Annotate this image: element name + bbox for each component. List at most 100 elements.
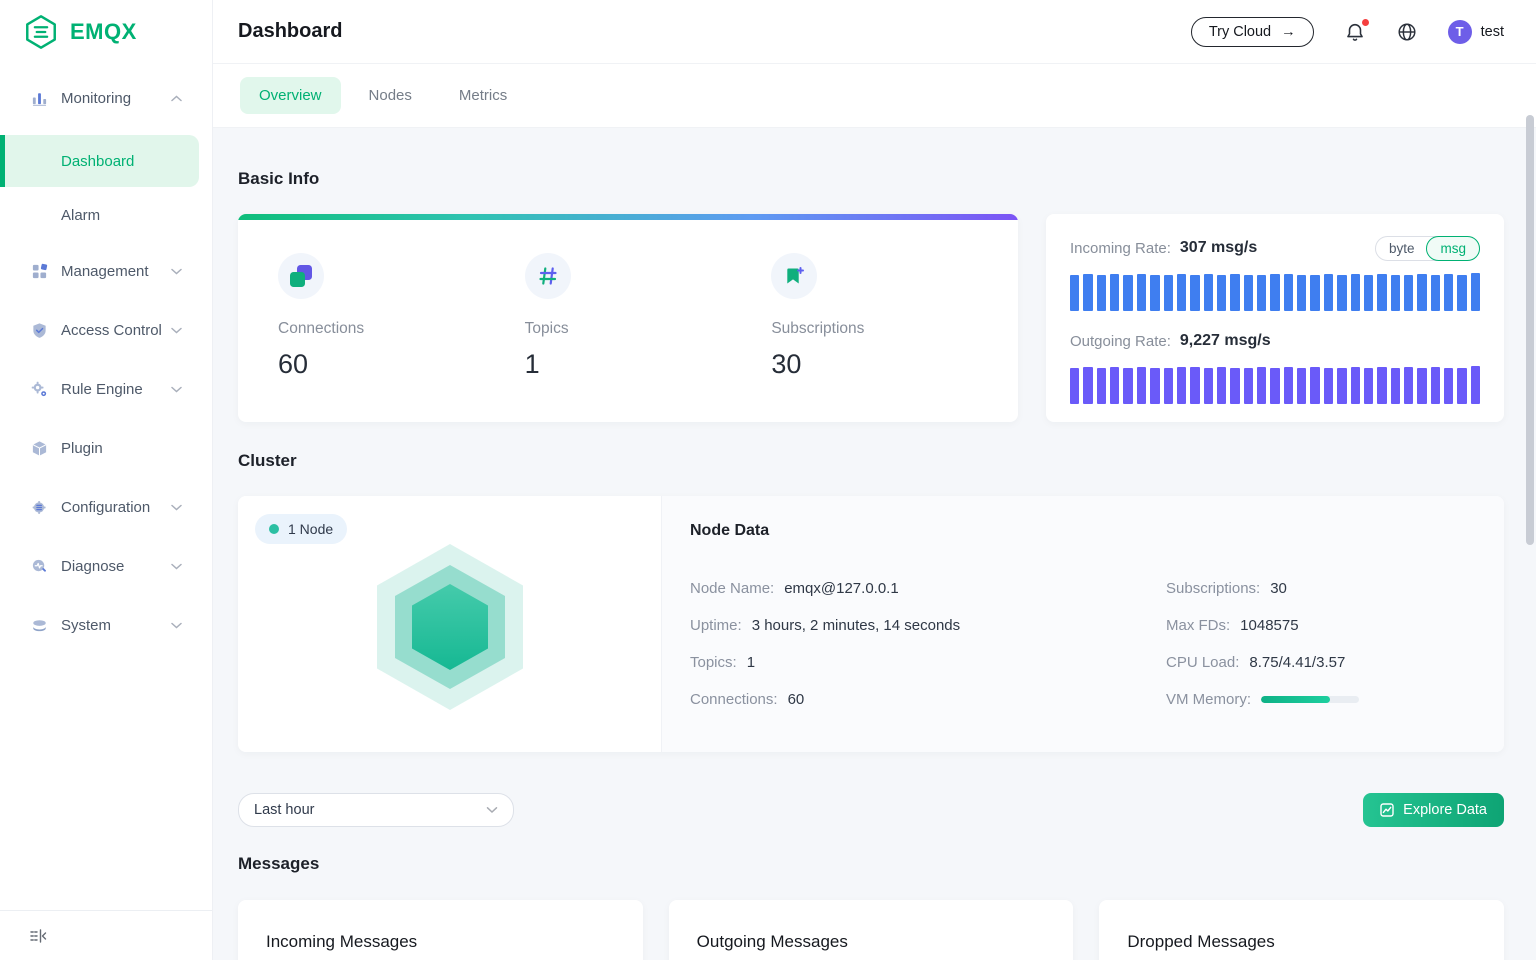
- stat-label: Subscriptions: [771, 320, 865, 337]
- stat-value: 1: [524, 349, 540, 379]
- hash-icon: [524, 253, 571, 299]
- field-max-fds: Max FDs: 1048575: [1166, 617, 1299, 634]
- outgoing-rate-bars: [1070, 366, 1481, 404]
- outgoing-rate-label: Outgoing Rate:: [1070, 332, 1171, 350]
- try-cloud-button[interactable]: Try Cloud →: [1190, 16, 1314, 47]
- dropped-messages-card: Dropped Messages: [1099, 900, 1505, 960]
- sidebar-item-system[interactable]: System: [0, 603, 212, 647]
- messages-cards: Incoming Messages Outgoing Messages Drop…: [238, 900, 1505, 960]
- chevron-up-icon: [171, 94, 182, 102]
- message-rate-card: Incoming Rate: 307 msg/s byte msg Outgoi…: [1046, 214, 1504, 422]
- tab-metrics[interactable]: Metrics: [458, 87, 508, 104]
- brand-logo[interactable]: EMQX: [0, 0, 212, 64]
- chevron-down-icon: [171, 563, 182, 570]
- tab-nodes[interactable]: Nodes: [368, 87, 412, 104]
- outgoing-messages-card: Outgoing Messages: [668, 900, 1074, 960]
- basic-info-title: Basic Info: [238, 169, 320, 188]
- sidebar-item-label: Configuration: [61, 498, 151, 516]
- toggle-byte[interactable]: byte: [1388, 240, 1415, 256]
- time-range-select[interactable]: Last hour: [238, 793, 514, 827]
- layers-icon: [30, 616, 48, 634]
- sidebar-item-alarm[interactable]: Alarm: [0, 193, 212, 237]
- sidebar-item-label: Diagnose: [61, 557, 125, 575]
- bar-chart-icon: [30, 89, 48, 107]
- unit-toggle: byte msg: [1374, 235, 1480, 261]
- sidebar-item-label: Management: [61, 262, 149, 280]
- chevron-down-icon: [486, 806, 498, 814]
- card-title: Outgoing Messages: [696, 932, 848, 951]
- explore-data-button[interactable]: Explore Data: [1363, 793, 1504, 827]
- incoming-rate-value: 307 msg/s: [1179, 239, 1258, 256]
- notification-bell-icon[interactable]: [1344, 18, 1369, 43]
- node-status-dot: [269, 524, 279, 534]
- basic-info-card: Connections 60 Topics 1 Su: [238, 214, 1018, 422]
- field-uptime: Uptime: 3 hours, 2 minutes, 14 seconds: [690, 617, 961, 634]
- time-range-toolbar: Last hour Explore Data: [238, 793, 1504, 827]
- user-name[interactable]: test: [1480, 23, 1504, 40]
- chevron-down-icon: [171, 327, 182, 334]
- shield-check-icon: [30, 321, 48, 339]
- field-subscriptions: Subscriptions: 30: [1166, 580, 1287, 597]
- messages-title: Messages: [238, 854, 320, 873]
- incoming-messages-card: Incoming Messages: [238, 900, 643, 960]
- sidebar-menu: Monitoring Dashboard Alarm Management: [0, 64, 212, 910]
- sidebar-item-label: Access Control: [61, 321, 162, 339]
- stat-topics: Topics 1: [524, 253, 772, 422]
- connections-icon: [278, 253, 324, 299]
- arrow-right-icon: →: [1281, 23, 1296, 40]
- user-avatar[interactable]: T: [1447, 19, 1472, 44]
- try-cloud-label: Try Cloud: [1208, 23, 1272, 40]
- sidebar-item-label: Alarm: [61, 206, 101, 224]
- scrollbar-thumb[interactable]: [1526, 115, 1534, 545]
- bookmark-plus-icon: [771, 253, 818, 299]
- incoming-rate-bars: [1070, 273, 1481, 311]
- chevron-down-icon: [171, 386, 182, 393]
- toggle-msg[interactable]: msg: [1426, 235, 1480, 261]
- vm-memory-progress: [1261, 696, 1360, 703]
- cluster-hexagon-graphic[interactable]: [377, 544, 523, 710]
- collapse-sidebar-icon[interactable]: [28, 926, 48, 946]
- sidebar-item-configuration[interactable]: Configuration: [0, 485, 212, 529]
- stat-value: 30: [771, 349, 802, 379]
- sidebar-item-monitoring[interactable]: Monitoring: [0, 76, 212, 120]
- grid-squares-icon: [30, 262, 48, 280]
- brand-name: EMQX: [70, 19, 137, 44]
- cube-icon: [30, 439, 48, 457]
- stat-subscriptions: Subscriptions 30: [771, 253, 1018, 422]
- field-vm-memory: VM Memory:: [1166, 681, 1476, 718]
- outgoing-rate-value: 9,227 msg/s: [1179, 332, 1271, 349]
- field-cpu-load: CPU Load: 8.75/4.41/3.57: [1166, 654, 1346, 671]
- cluster-visual: 1 Node: [238, 496, 661, 752]
- node-count-label: 1 Node: [288, 521, 334, 537]
- sidebar-item-management[interactable]: Management: [0, 249, 212, 293]
- card-title: Dropped Messages: [1127, 932, 1275, 951]
- sidebar-item-label: Dashboard: [61, 152, 135, 170]
- language-globe-icon[interactable]: [1396, 21, 1418, 43]
- sidebar-item-diagnose[interactable]: Diagnose: [0, 544, 212, 588]
- sidebar: EMQX Monitoring Dashboard Alarm: [0, 0, 213, 960]
- sidebar-item-label: Monitoring: [61, 89, 132, 107]
- tab-overview[interactable]: Overview: [240, 77, 341, 114]
- chevron-down-icon: [171, 268, 182, 275]
- node-count-badge[interactable]: 1 Node: [255, 514, 348, 544]
- pulse-magnifier-icon: [30, 557, 48, 575]
- sidebar-item-label: System: [61, 616, 112, 634]
- sidebar-item-dashboard[interactable]: Dashboard: [0, 135, 199, 187]
- sidebar-item-plugin[interactable]: Plugin: [0, 426, 212, 470]
- stat-label: Connections: [278, 320, 365, 337]
- sidebar-item-rule-engine[interactable]: Rule Engine: [0, 367, 212, 411]
- cluster-title: Cluster: [238, 451, 297, 470]
- sidebar-footer: [0, 910, 212, 960]
- emqx-logo-icon: [22, 13, 60, 51]
- chevron-down-icon: [171, 622, 182, 629]
- view-tabs: Overview Nodes Metrics: [213, 64, 1536, 128]
- main-panel: Dashboard Try Cloud → T test Overview No…: [213, 0, 1536, 960]
- sidebar-item-access-control[interactable]: Access Control: [0, 308, 212, 352]
- field-topics: Topics: 1: [690, 654, 756, 671]
- gear-list-icon: [30, 498, 48, 516]
- gears-icon: [30, 380, 48, 398]
- node-data-panel: Node Data Node Name: emqx@127.0.0.1 Upti…: [661, 496, 1504, 752]
- time-range-value: Last hour: [254, 802, 315, 818]
- stat-label: Topics: [524, 320, 569, 337]
